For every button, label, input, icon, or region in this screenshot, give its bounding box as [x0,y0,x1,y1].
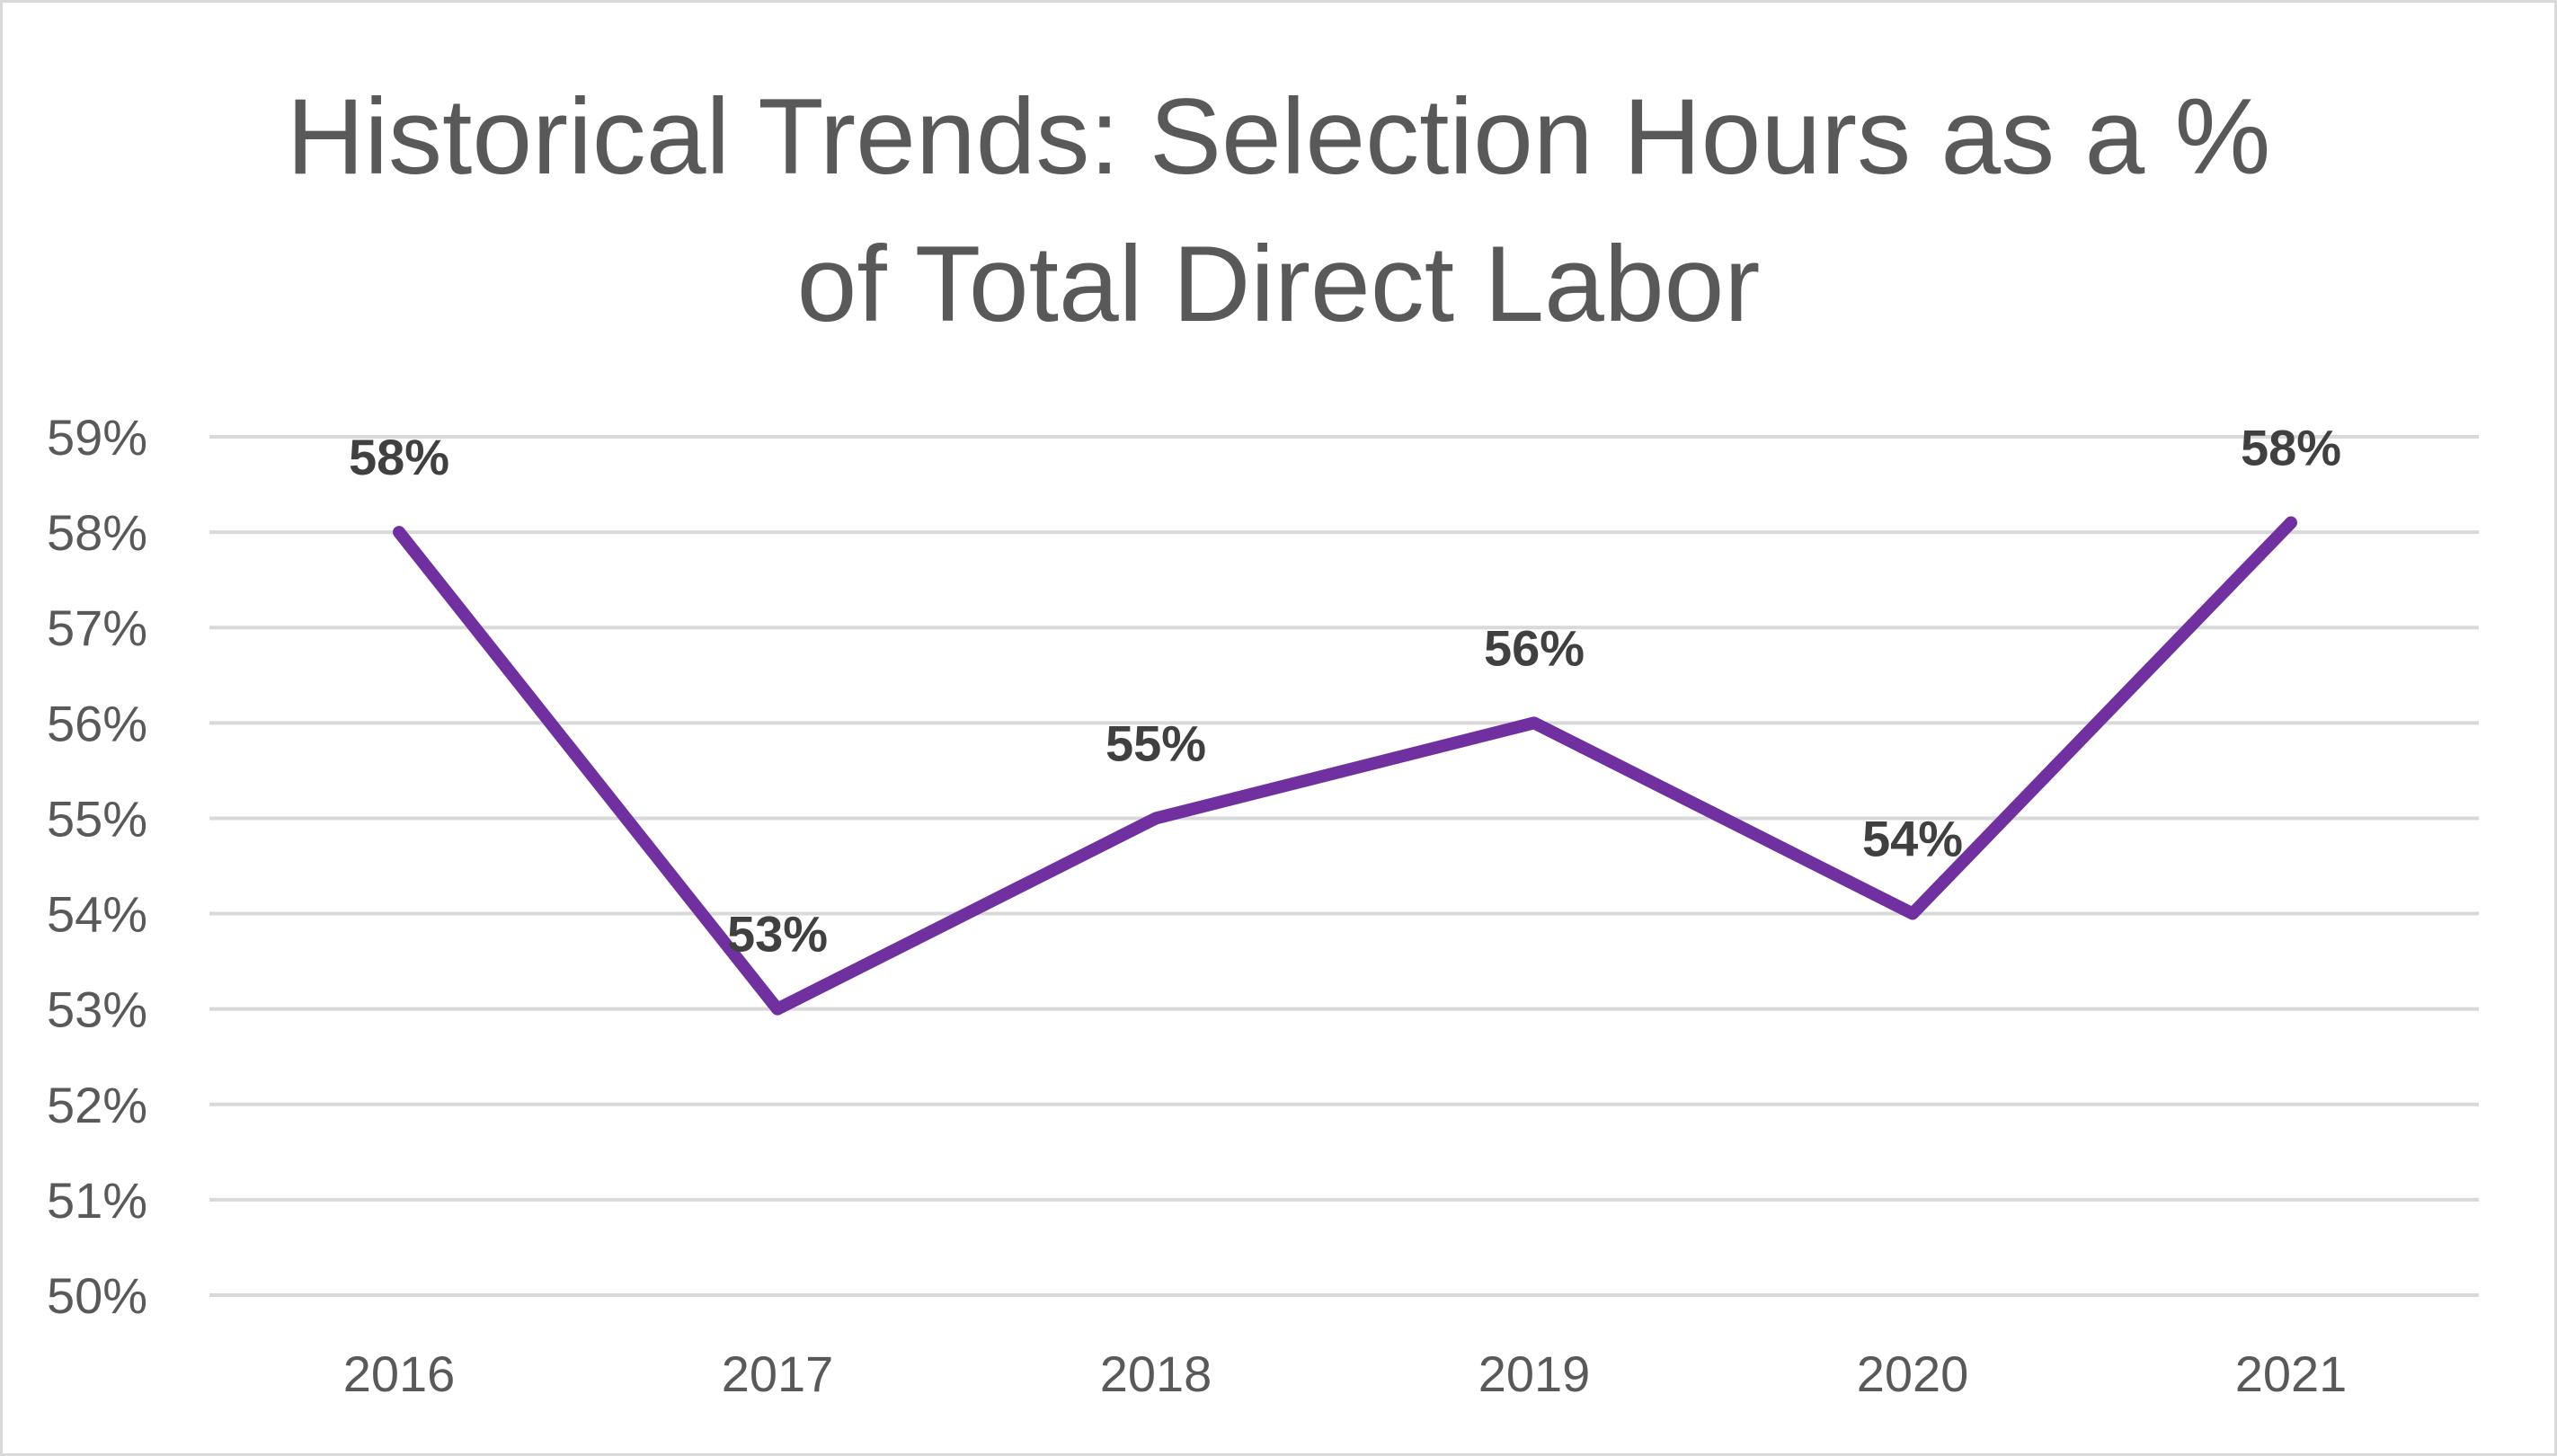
y-tick-label: 58% [47,504,147,561]
data-label: 58% [349,429,449,485]
chart-title-line-1: Historical Trends: Selection Hours as a … [286,76,2271,197]
data-labels: 58% 53% 55% 56% 54% 58% [349,420,2341,963]
chart-title-line-2: of Total Direct Labor [796,224,1761,344]
y-tick-label: 54% [47,886,147,943]
y-tick-label: 56% [47,695,147,751]
series-line [393,516,2297,1016]
data-label: 53% [727,906,828,963]
gridlines [209,435,2479,1297]
series-line-group [393,516,2297,1016]
y-tick-label: 51% [47,1172,147,1229]
y-axis-tick-labels: 50% 51% 52% 53% 54% 55% 56% 57% 58% 59% [47,409,147,1324]
data-label: 58% [2241,420,2341,476]
y-tick-label: 50% [47,1267,147,1324]
data-label: 56% [1484,619,1585,676]
x-tick-label: 2017 [722,1345,834,1402]
y-tick-label: 55% [47,790,147,847]
x-tick-label: 2016 [343,1345,456,1402]
chart-title: Historical Trends: Selection Hours as a … [0,63,2557,358]
x-tick-label: 2021 [2235,1345,2348,1402]
x-tick-label: 2018 [1100,1345,1212,1402]
y-tick-label: 57% [47,599,147,656]
data-label: 55% [1105,715,1206,771]
y-tick-label: 59% [47,409,147,466]
x-axis-tick-labels: 2016 2017 2018 2019 2020 2021 [343,1345,2348,1402]
y-tick-label: 52% [47,1077,147,1133]
x-tick-label: 2020 [1857,1345,1969,1402]
y-tick-label: 53% [47,981,147,1038]
data-label: 54% [1862,811,1963,867]
x-tick-label: 2019 [1478,1345,1591,1402]
